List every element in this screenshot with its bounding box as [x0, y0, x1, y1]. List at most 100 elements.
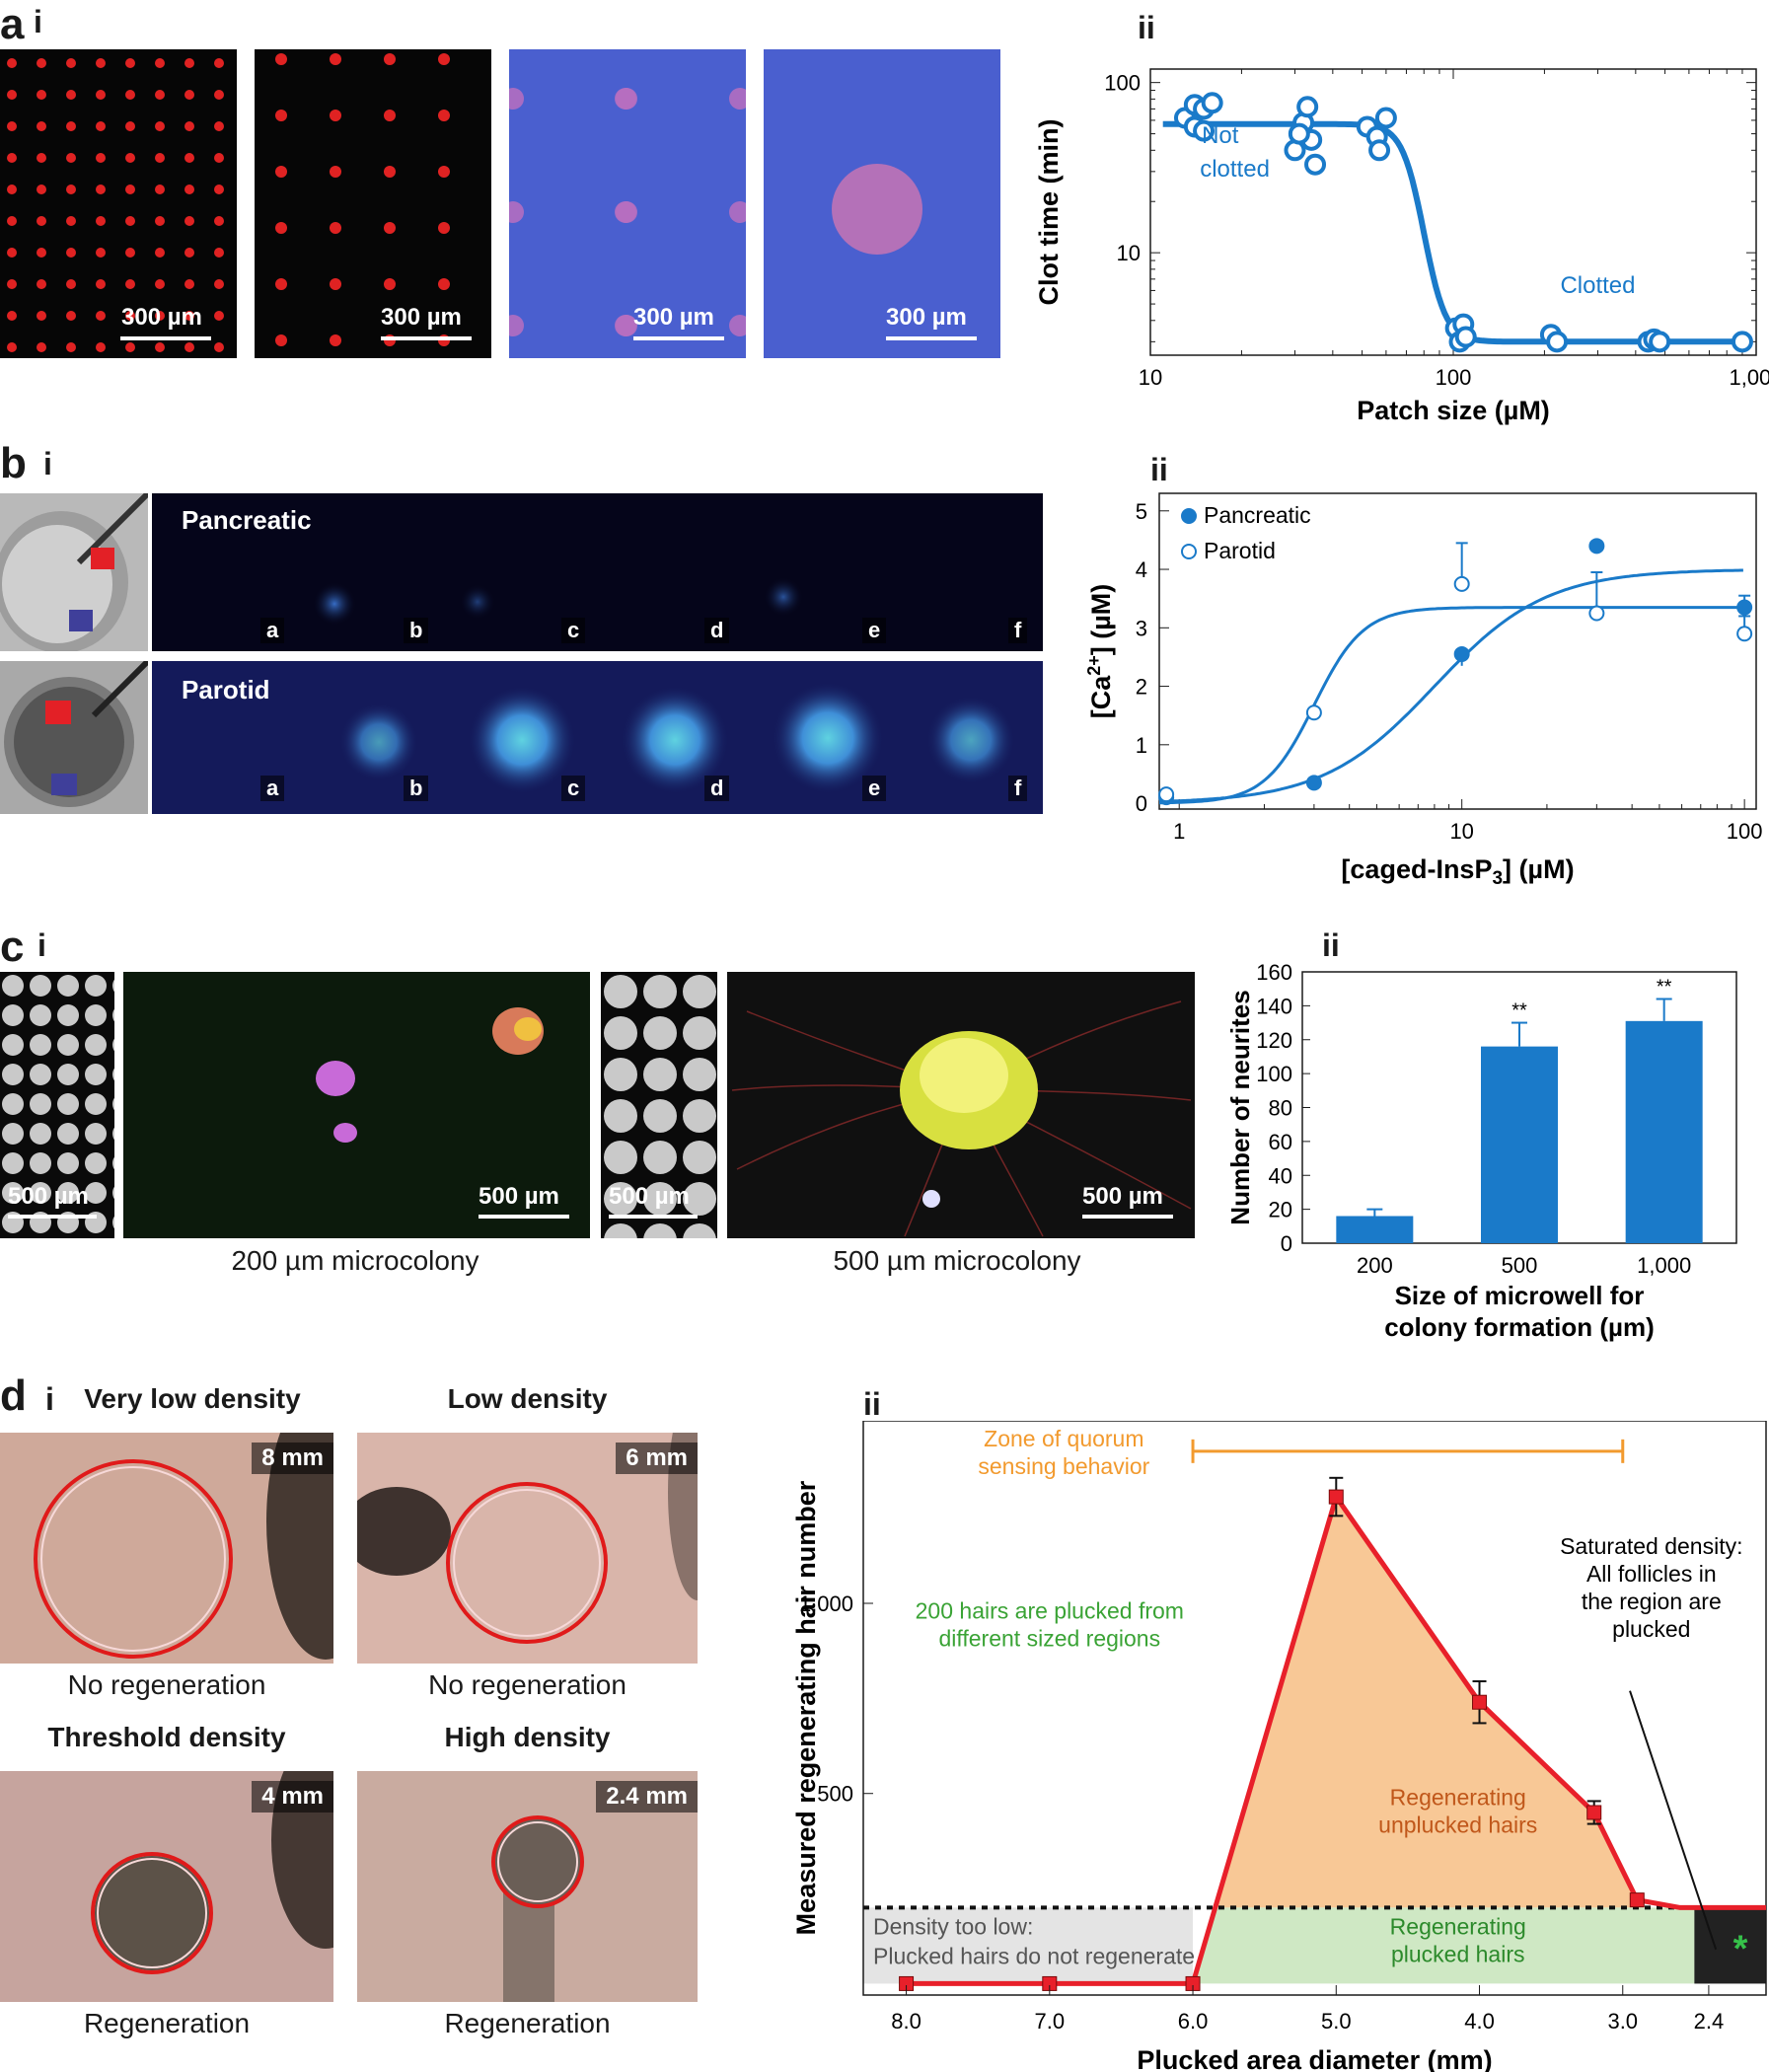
saturated-note: Saturated density:	[1560, 1533, 1742, 1559]
too-low-label: Plucked hairs do not regenerate	[873, 1943, 1195, 1968]
y-tick-label: 4	[1136, 557, 1147, 582]
region-unplucked	[1215, 1497, 1645, 1908]
hair-regeneration-chart: * 500 1,000 8.0 7.0 6.0 5.0 4.0 3.0 2.4 Plucked ar…	[791, 1421, 1767, 2072]
data-point	[1472, 1694, 1488, 1710]
scale-label: 500 µm	[479, 1183, 559, 1210]
calcium-dose-chart: 1 10 100 0 1 2 3 4 5 [caged-InsP3] (µM) [Ca2+] (µM…	[1084, 492, 1763, 888]
plucked-label: plucked hairs	[1391, 1941, 1525, 1966]
y-tick-label: 100	[1256, 1062, 1292, 1086]
saturated-pointer	[1629, 1690, 1718, 1951]
scale-bar	[479, 1215, 569, 1219]
legend-marker	[1181, 544, 1197, 559]
size-tag: 4 mm	[252, 1781, 333, 1813]
row-label-pancreatic: Pancreatic	[182, 505, 312, 535]
scale-label: 300 µm	[886, 304, 967, 331]
too-low-label: Density too low:	[873, 1913, 1033, 1939]
y-tick-label: 3	[1136, 616, 1147, 640]
y-tick-label: 10	[1117, 241, 1141, 265]
y-tick-label: 1,000	[799, 1591, 853, 1616]
y-tick-label: 100	[1104, 71, 1141, 96]
bar	[1625, 1020, 1703, 1243]
panel-b-ii-label: ii	[1150, 452, 1168, 487]
x-tick-label: 5.0	[1321, 2009, 1352, 2034]
size-tag: 6 mm	[616, 1443, 698, 1474]
fit-curve	[1159, 606, 1743, 805]
data-point	[1158, 786, 1175, 803]
x-tick-label: 1	[1173, 819, 1185, 844]
data-point	[1453, 645, 1470, 662]
x-tick-label: 100	[1436, 365, 1472, 390]
micrograph-sparse-dots: 300 µm	[255, 49, 491, 358]
micrograph-blue-dots: 300 µm	[509, 49, 746, 358]
y-axis-label: Clot time (min)	[1034, 119, 1064, 306]
scale-label: 300 µm	[633, 304, 714, 331]
caption-200-microcolony: 200 µm microcolony	[231, 1245, 479, 1276]
annotation: clotted	[1200, 156, 1270, 183]
skin-image-6mm: 6 mm	[357, 1433, 698, 1664]
plucked-note: 200 hairs are plucked from	[916, 1597, 1184, 1623]
data-point	[1305, 775, 1322, 791]
scale-label: 500 µm	[8, 1183, 89, 1210]
size-tag: 2.4 mm	[596, 1781, 698, 1813]
x-axis-label: [caged-InsP3] (µM)	[1341, 854, 1574, 888]
scale-bar	[381, 336, 472, 340]
data-point	[1328, 1489, 1344, 1505]
micrograph-beads-500: 500 µm	[601, 972, 717, 1238]
saturated-note: All follicles in	[1586, 1561, 1717, 1587]
y-tick-label: 0	[1136, 791, 1147, 816]
zone-annotation: Zone of quorum	[984, 1426, 1143, 1451]
frame-label: f	[1008, 776, 1028, 801]
neurites-bar-chart: 0 20 40 60 80 100 120 140 160 200 ** 500 ** 1,000 Size…	[1225, 960, 1737, 1342]
y-tick-label: 500	[817, 1782, 853, 1807]
image-caption: No regeneration	[67, 1669, 266, 1700]
panel-d-i-label: i	[45, 1381, 54, 1417]
y-tick-label: 160	[1256, 960, 1292, 985]
scale-bar	[1082, 1215, 1173, 1219]
y-tick-label: 120	[1256, 1028, 1292, 1053]
data-point	[1629, 1892, 1645, 1908]
data-point	[1296, 96, 1319, 118]
panel-b-label: b	[0, 439, 27, 487]
data-point	[1374, 107, 1397, 129]
cell-image-parotid	[0, 661, 148, 814]
data-point	[1288, 122, 1310, 145]
cell-image-pancreatic	[0, 493, 148, 651]
saturated-note: plucked	[1612, 1616, 1690, 1642]
scale-bar	[8, 1215, 97, 1219]
caption-500-microcolony: 500 µm microcolony	[833, 1245, 1081, 1276]
frame-label: b	[404, 618, 429, 643]
panel-d-ii-label: ii	[863, 1386, 881, 1422]
frame-label: c	[561, 776, 586, 801]
y-tick-label: 0	[1281, 1231, 1292, 1256]
scale-bar	[609, 1215, 698, 1219]
y-tick-label: 1	[1136, 733, 1147, 758]
x-tick-label: 10	[1139, 365, 1162, 390]
clot-time-chart: 10 100 1,000 10 100 Patch size (µM) Clot time …	[1034, 68, 1769, 425]
x-tick-label: 6.0	[1178, 2009, 1209, 2034]
bar	[1336, 1216, 1414, 1243]
calcium-frames-pancreatic: Pancreatic a b c d e f	[152, 493, 1043, 651]
region-density-too-low	[863, 1907, 1194, 1984]
panel-c-label: c	[0, 923, 25, 971]
scale-label: 500 µm	[609, 1183, 690, 1210]
fit-curve	[1158, 568, 1743, 803]
data-point	[1586, 1805, 1602, 1820]
panel-b-i-label: i	[43, 446, 52, 481]
data-point	[1649, 331, 1671, 353]
frame-label: e	[862, 618, 887, 643]
asterisk-marker: *	[1733, 1928, 1748, 1969]
data-point	[1201, 92, 1223, 114]
legend-label: Parotid	[1204, 538, 1276, 563]
x-axis-label: Patch size (µM)	[1357, 396, 1550, 425]
y-tick-label: 60	[1269, 1130, 1292, 1154]
micrograph-beads-200: 500 µm	[0, 972, 114, 1238]
y-tick-label: 80	[1269, 1096, 1292, 1121]
significance-marker: **	[1657, 977, 1672, 999]
image-title: Low density	[447, 1383, 608, 1414]
legend-label: Pancreatic	[1204, 502, 1311, 528]
saturated-note: the region are	[1582, 1589, 1722, 1614]
image-caption: No regeneration	[428, 1669, 627, 1700]
plot-frame	[862, 1421, 1767, 1996]
zone-annotation: sensing behavior	[978, 1453, 1149, 1479]
micrograph-colony-200: 500 µm	[123, 972, 590, 1238]
